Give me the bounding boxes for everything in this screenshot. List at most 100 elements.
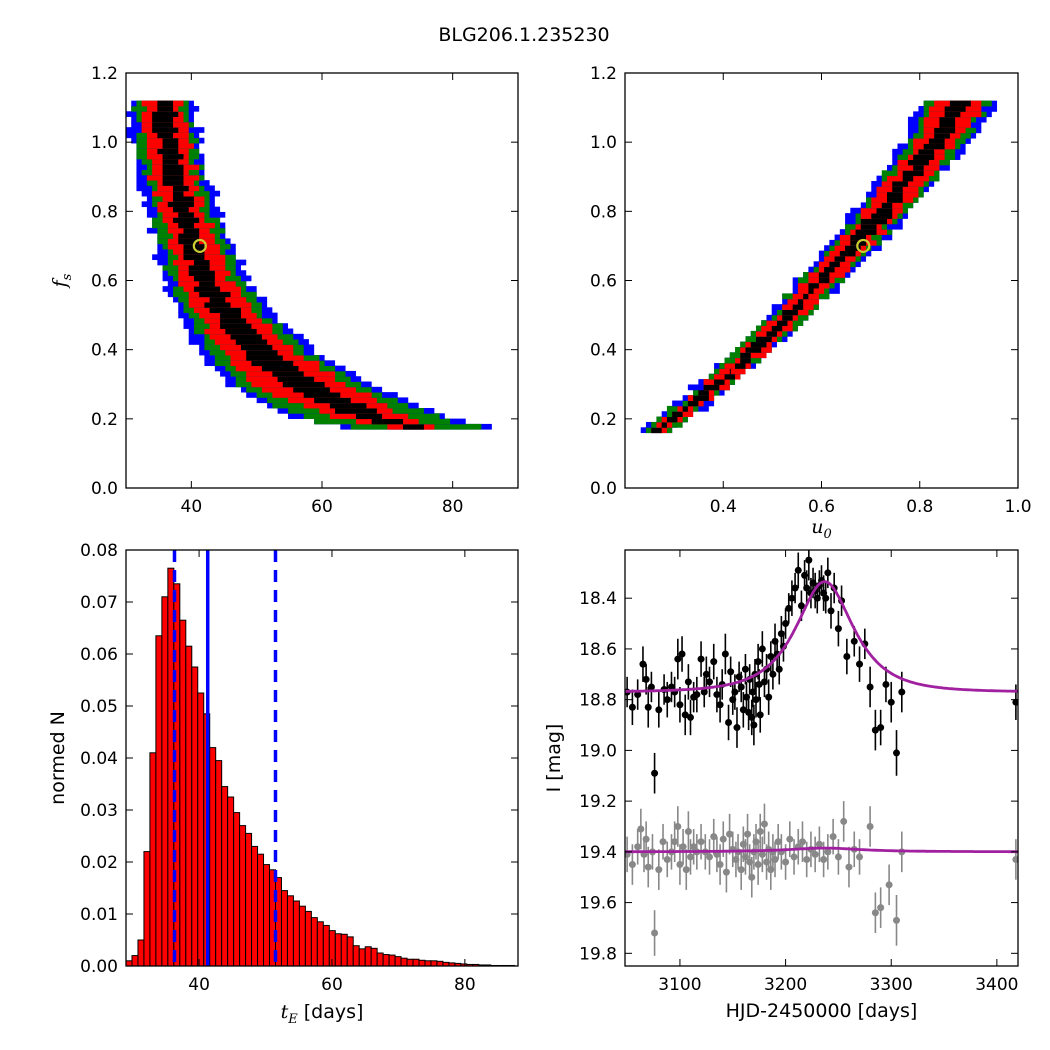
model-curve-main bbox=[625, 580, 1018, 693]
y-tick-label: 19.6 bbox=[579, 894, 617, 914]
data-point bbox=[771, 855, 779, 863]
histogram-bar bbox=[286, 895, 294, 967]
data-point bbox=[824, 569, 832, 577]
data-point bbox=[786, 835, 794, 843]
level1-cell bbox=[803, 293, 809, 300]
histogram-bar bbox=[215, 760, 223, 967]
level1-cell bbox=[162, 169, 184, 176]
y-tick-label: 19.0 bbox=[579, 741, 617, 761]
level1-cell bbox=[703, 384, 720, 391]
data-point bbox=[678, 650, 686, 658]
level1-cell bbox=[944, 111, 961, 118]
x-tick-label: 80 bbox=[454, 975, 476, 995]
level1-cell bbox=[209, 296, 226, 303]
level2-cell bbox=[672, 411, 694, 418]
data-point bbox=[805, 556, 813, 564]
histogram-bar bbox=[263, 864, 271, 967]
x-tick-label: 1.0 bbox=[1004, 497, 1031, 517]
data-point bbox=[893, 749, 901, 757]
level1-cell bbox=[188, 270, 215, 276]
data-point bbox=[790, 853, 798, 861]
data-point bbox=[760, 820, 768, 828]
data-point bbox=[885, 881, 893, 889]
level1-cell bbox=[162, 174, 184, 181]
histogram-bar bbox=[376, 952, 384, 967]
fs-vs-te-panel: 40 60 80 0.0 0.2 0.4 0.6 0.8 1.0 1.2 fs bbox=[49, 64, 519, 517]
x-tick-label: 3100 bbox=[658, 975, 701, 995]
level1-cell bbox=[913, 164, 924, 171]
data-point bbox=[750, 721, 758, 729]
histogram-bar bbox=[436, 960, 444, 967]
y-tick-label: 0.06 bbox=[80, 645, 118, 665]
histogram-bar bbox=[418, 959, 426, 967]
data-point bbox=[719, 835, 727, 843]
level1-cell bbox=[672, 411, 683, 418]
y-tick-label: 0.00 bbox=[80, 957, 118, 977]
data-point bbox=[659, 838, 667, 846]
y-tick-label: 0.02 bbox=[80, 853, 118, 873]
level1-cell bbox=[892, 186, 903, 193]
level1-cell bbox=[939, 116, 956, 123]
data-point bbox=[840, 817, 848, 825]
data-point bbox=[644, 703, 652, 711]
level1-cell bbox=[850, 234, 867, 241]
level1-cell bbox=[193, 259, 210, 266]
level1-cell bbox=[303, 392, 341, 398]
data-point bbox=[822, 594, 830, 602]
x-tick-label: 3400 bbox=[975, 975, 1018, 995]
level1-cell bbox=[173, 185, 189, 192]
level1-cell bbox=[907, 159, 929, 166]
y-tick-label: 0.8 bbox=[91, 202, 118, 222]
level1-cell bbox=[251, 360, 294, 367]
data-point bbox=[716, 861, 724, 869]
level1-cell bbox=[928, 138, 945, 144]
histogram-bar bbox=[155, 635, 163, 967]
data-point bbox=[674, 655, 682, 663]
data-point bbox=[690, 843, 698, 851]
level1-cell bbox=[230, 333, 262, 340]
data-point bbox=[731, 688, 739, 696]
data-point bbox=[702, 670, 710, 678]
data-point bbox=[706, 678, 714, 686]
data-point bbox=[634, 691, 642, 699]
x-tick-label: 40 bbox=[188, 975, 210, 995]
level1-cell bbox=[745, 346, 762, 353]
level1-cell bbox=[220, 317, 247, 324]
level1-cell bbox=[887, 197, 903, 203]
data-point bbox=[866, 822, 874, 830]
histogram-bar bbox=[280, 890, 288, 967]
histogram-bar bbox=[197, 692, 205, 967]
data-point bbox=[850, 637, 858, 645]
level1-cell bbox=[682, 405, 688, 412]
level1-cell bbox=[818, 277, 830, 284]
level1-cell bbox=[152, 121, 174, 128]
data-point bbox=[871, 909, 879, 917]
y-tick-label: 19.4 bbox=[579, 843, 617, 863]
histogram-bar bbox=[412, 958, 420, 967]
data-point bbox=[871, 726, 879, 734]
data-point bbox=[788, 594, 796, 602]
level1-cell bbox=[157, 148, 179, 155]
y-tick-label: 1.2 bbox=[590, 64, 617, 84]
data-point bbox=[811, 850, 819, 858]
level1-cell bbox=[934, 127, 956, 134]
level1-cell bbox=[152, 116, 174, 123]
data-point bbox=[877, 904, 885, 912]
x-tick-label: 0.8 bbox=[906, 497, 933, 517]
level1-cell bbox=[173, 196, 194, 202]
histogram-bar bbox=[394, 956, 402, 967]
level1-cell bbox=[157, 132, 174, 139]
data-point bbox=[727, 668, 735, 676]
data-point bbox=[829, 833, 837, 841]
y-tick-label: 0.0 bbox=[590, 479, 617, 499]
level1-cell bbox=[892, 180, 908, 187]
data-point bbox=[755, 680, 763, 688]
level2-cell bbox=[787, 298, 819, 305]
x-tick-label: 60 bbox=[311, 497, 333, 517]
level1-cell bbox=[923, 143, 945, 150]
level1-cell bbox=[220, 323, 252, 329]
level1-cell bbox=[808, 288, 814, 294]
y-tick-label: 0.4 bbox=[91, 341, 118, 361]
level1-cell bbox=[860, 218, 887, 225]
data-point bbox=[721, 650, 729, 658]
